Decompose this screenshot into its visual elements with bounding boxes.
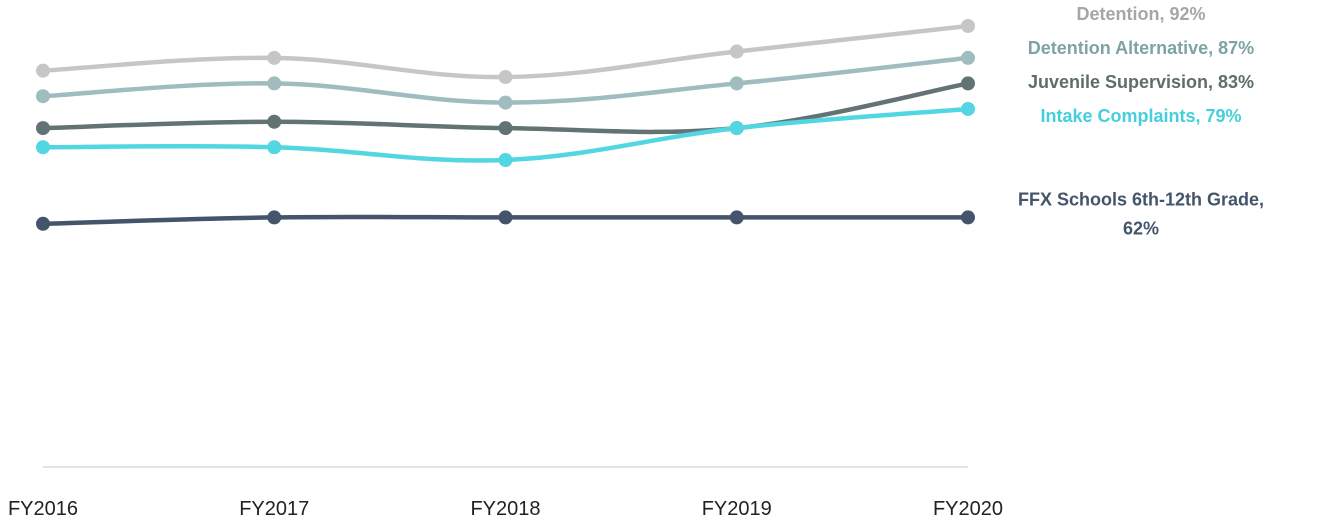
data-point-ffx-schools-6th-12th-grade-fy2018 bbox=[498, 210, 513, 225]
data-point-juvenile-supervision-fy2018 bbox=[498, 121, 513, 136]
series-intake-complaints bbox=[36, 101, 975, 167]
series-ffx-schools-6th-12th-grade bbox=[36, 210, 975, 231]
data-point-intake-complaints-fy2020 bbox=[961, 101, 975, 116]
series-detention-alternative bbox=[36, 50, 975, 110]
series-line-detention bbox=[40, 23, 971, 80]
data-point-ffx-schools-6th-12th-grade-fy2019 bbox=[729, 210, 744, 225]
data-point-detention-alternative-fy2019 bbox=[729, 76, 744, 91]
data-point-intake-complaints-fy2018 bbox=[498, 153, 513, 167]
series-detention bbox=[36, 19, 975, 85]
data-point-juvenile-supervision-fy2017 bbox=[267, 114, 282, 129]
x-tick-label-fy2019: FY2019 bbox=[702, 498, 772, 520]
data-point-ffx-schools-6th-12th-grade-fy2016 bbox=[36, 216, 50, 231]
data-point-intake-complaints-fy2016 bbox=[36, 140, 50, 155]
data-point-detention-fy2020 bbox=[961, 19, 975, 33]
data-point-ffx-schools-6th-12th-grade-fy2017 bbox=[267, 210, 282, 225]
data-point-intake-complaints-fy2019 bbox=[729, 121, 744, 136]
data-point-intake-complaints-fy2017 bbox=[267, 140, 282, 155]
data-point-detention-alternative-fy2020 bbox=[961, 50, 975, 65]
series-label-juvenile-supervision: Juvenile Supervision, 83% bbox=[1028, 72, 1254, 92]
data-point-detention-fy2019 bbox=[729, 44, 744, 59]
series-label-detention-alternative: Detention Alternative, 87% bbox=[1028, 38, 1254, 58]
x-tick-label-fy2017: FY2017 bbox=[239, 498, 309, 520]
series-label-detention: Detention, 92% bbox=[1076, 4, 1205, 24]
data-point-ffx-schools-6th-12th-grade-fy2020 bbox=[961, 210, 975, 225]
data-point-detention-alternative-fy2018 bbox=[498, 95, 513, 110]
series-label-ffx-schools-6th-12th-grade: FFX Schools 6th-12th Grade, 62% bbox=[1018, 189, 1264, 238]
x-tick-labels: FY2016 FY2017 FY2018 FY2019 FY2020 bbox=[8, 498, 1003, 520]
series-layer bbox=[36, 19, 975, 231]
series-labels: Detention, 92% Detention Alternative, 87%… bbox=[1018, 4, 1264, 238]
data-point-juvenile-supervision-fy2020 bbox=[961, 76, 975, 91]
data-point-detention-fy2016 bbox=[36, 63, 50, 78]
data-point-juvenile-supervision-fy2016 bbox=[36, 121, 50, 136]
data-point-detention-alternative-fy2016 bbox=[36, 89, 50, 104]
x-tick-label-fy2018: FY2018 bbox=[470, 498, 540, 520]
series-label-intake-complaints: Intake Complaints, 79% bbox=[1040, 106, 1241, 126]
data-point-detention-fy2017 bbox=[267, 50, 282, 65]
x-tick-label-fy2016: FY2016 bbox=[8, 498, 78, 520]
x-tick-label-fy2020: FY2020 bbox=[933, 498, 1003, 520]
data-point-detention-alternative-fy2017 bbox=[267, 76, 282, 91]
data-point-detention-fy2018 bbox=[498, 70, 513, 85]
